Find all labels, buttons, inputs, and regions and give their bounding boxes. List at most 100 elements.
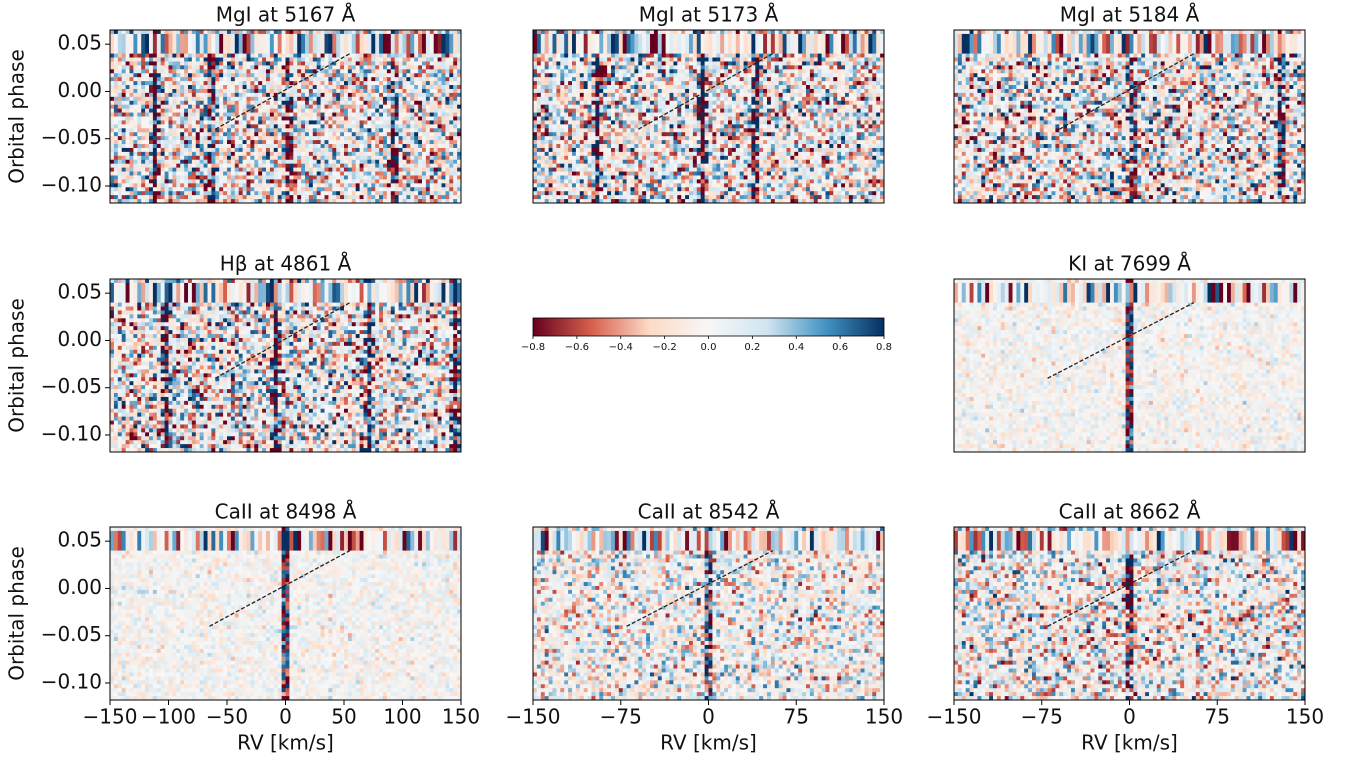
heatmap-cell <box>203 163 208 169</box>
heatmap-cell <box>242 128 247 133</box>
heatmap-cell <box>386 81 392 86</box>
heatmap-cell <box>422 159 427 165</box>
heatmap-cell <box>129 151 134 157</box>
heatmap-cell <box>422 195 427 200</box>
heatmap-cell <box>191 187 197 192</box>
heatmap-cell <box>394 53 399 58</box>
heatmap-cell <box>289 65 294 70</box>
heatmap-cell <box>809 69 815 74</box>
heatmap-cell <box>277 45 282 51</box>
heatmap-cell <box>607 65 612 70</box>
heatmap-cell <box>230 175 236 180</box>
heatmap-cell <box>406 195 411 200</box>
heatmap-cell <box>394 175 399 180</box>
heatmap-cell <box>258 183 263 188</box>
heatmap-cell <box>176 96 181 102</box>
heatmap-cell <box>145 155 150 161</box>
heatmap-cell <box>398 128 403 133</box>
heatmap-cell <box>445 77 450 82</box>
heatmap-cell <box>544 33 549 39</box>
heatmap-cell <box>410 147 415 153</box>
heatmap-cell <box>168 37 173 43</box>
heatmap-cell <box>441 151 446 157</box>
heatmap-cell <box>246 124 251 129</box>
heatmap-cell <box>285 30 290 35</box>
heatmap-cell <box>425 155 431 161</box>
heatmap-cell <box>308 30 314 35</box>
heatmap-cell <box>340 65 345 70</box>
heatmap-cell <box>281 108 286 113</box>
heatmap-cell <box>211 61 216 66</box>
heatmap-cell <box>852 65 858 70</box>
heatmap-cell <box>137 41 142 47</box>
heatmap-cell <box>536 30 542 35</box>
heatmap-cell <box>876 57 881 62</box>
heatmap-cell <box>285 33 290 39</box>
heatmap-cell <box>445 159 450 165</box>
heatmap-cell <box>336 175 341 180</box>
heatmap-cell <box>199 81 204 86</box>
heatmap-cell <box>180 37 185 43</box>
heatmap-cell <box>285 92 290 98</box>
heatmap-cell <box>371 124 376 129</box>
heatmap-cell <box>238 163 243 169</box>
heatmap-cell <box>184 159 189 165</box>
heatmap-cell <box>180 132 185 137</box>
heatmap-cell <box>583 45 588 51</box>
heatmap-cell <box>556 45 561 51</box>
heatmap-cell <box>137 57 142 62</box>
heatmap-cell <box>191 41 197 47</box>
heatmap-cell <box>297 136 302 141</box>
heatmap-cell <box>669 69 674 74</box>
heatmap-cell <box>394 45 399 51</box>
heatmap-cell <box>289 151 294 157</box>
heatmap-cell <box>806 61 811 66</box>
heatmap-cell <box>340 187 345 192</box>
heatmap-cell <box>289 96 294 102</box>
heatmap-cell <box>172 167 177 172</box>
heatmap-cell <box>422 147 427 153</box>
heatmap-cell <box>646 65 651 70</box>
heatmap-cell <box>731 65 737 70</box>
heatmap-cell <box>626 37 631 43</box>
heatmap-cell <box>254 85 259 90</box>
heatmap-cell <box>375 144 380 149</box>
heatmap-cell <box>336 120 341 125</box>
heatmap-cell <box>145 69 150 74</box>
heatmap-cell <box>696 37 702 43</box>
heatmap-cell <box>747 53 752 58</box>
heatmap-cell <box>798 57 803 62</box>
heatmap-cell <box>203 147 208 153</box>
heatmap-cell <box>848 65 854 70</box>
heatmap-cell <box>211 183 216 188</box>
heatmap-cell <box>246 100 251 106</box>
heatmap-cell <box>770 65 776 70</box>
heatmap-cell <box>739 30 744 35</box>
heatmap-cell <box>113 85 119 90</box>
heatmap-cell <box>301 33 306 39</box>
heatmap-cell <box>254 120 259 125</box>
heatmap-cell <box>117 179 123 184</box>
heatmap-cell <box>379 65 384 70</box>
heatmap-cell <box>692 65 698 70</box>
heatmap-cell <box>242 85 247 90</box>
heatmap-cell <box>394 30 399 35</box>
heatmap-cell <box>418 183 423 188</box>
heatmap-cell <box>160 45 165 51</box>
heatmap-cell <box>367 183 372 188</box>
heatmap-cell <box>642 30 647 35</box>
heatmap-cell <box>203 132 208 137</box>
heatmap-cell <box>344 104 349 110</box>
heatmap-cell <box>457 124 461 129</box>
heatmap-cell <box>359 37 364 43</box>
heatmap-cell <box>199 187 204 192</box>
heatmap-cell <box>375 65 380 70</box>
heatmap-cell <box>145 147 150 153</box>
heatmap-cell <box>113 96 119 102</box>
heatmap-cell <box>429 151 435 157</box>
heatmap-cell <box>363 92 368 98</box>
heatmap-cell <box>195 61 201 66</box>
heatmap-cell <box>152 175 158 180</box>
heatmap-cell <box>156 37 162 43</box>
heatmap-cell <box>363 108 368 113</box>
